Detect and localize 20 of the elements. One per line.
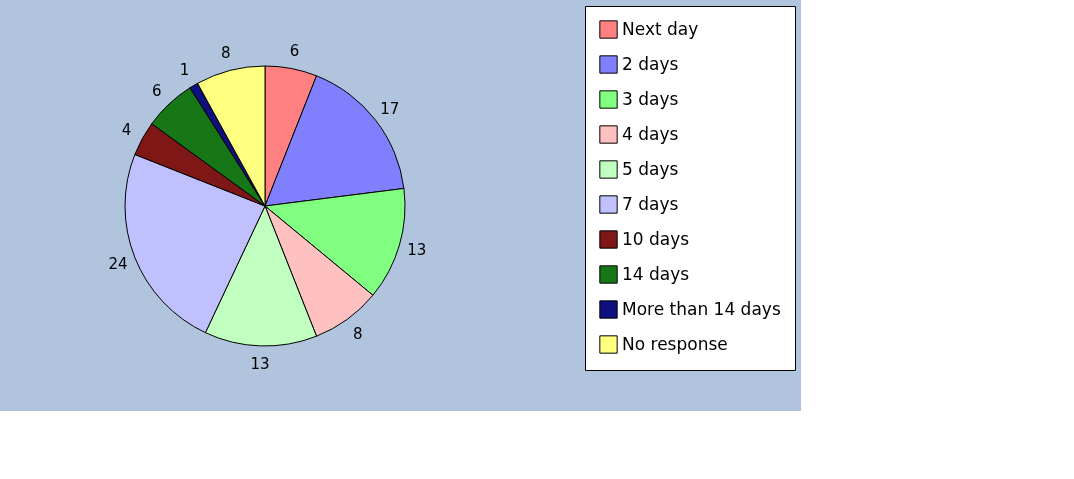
legend-label: No response — [622, 333, 728, 354]
data-label: 24 — [108, 255, 128, 274]
legend-label: 7 days — [622, 193, 679, 214]
legend-label: 4 days — [622, 123, 679, 144]
legend-label: Next day — [622, 18, 699, 39]
legend-label: 2 days — [622, 53, 679, 74]
legend-label: 3 days — [622, 88, 679, 109]
legend-label: 14 days — [622, 263, 690, 284]
legend-label: More than 14 days — [622, 298, 781, 319]
legend-label: 10 days — [622, 228, 690, 249]
data-label: 6 — [152, 81, 162, 100]
data-label: 1 — [179, 61, 190, 79]
data-label: 4 — [121, 120, 132, 139]
data-label: 6 — [289, 41, 300, 60]
data-label: 13 — [407, 241, 427, 260]
data-label: 13 — [250, 354, 270, 373]
data-label: 8 — [353, 324, 363, 343]
legend-label: 5 days — [622, 158, 679, 179]
data-label: 8 — [220, 43, 231, 62]
data-label: 17 — [380, 100, 400, 119]
